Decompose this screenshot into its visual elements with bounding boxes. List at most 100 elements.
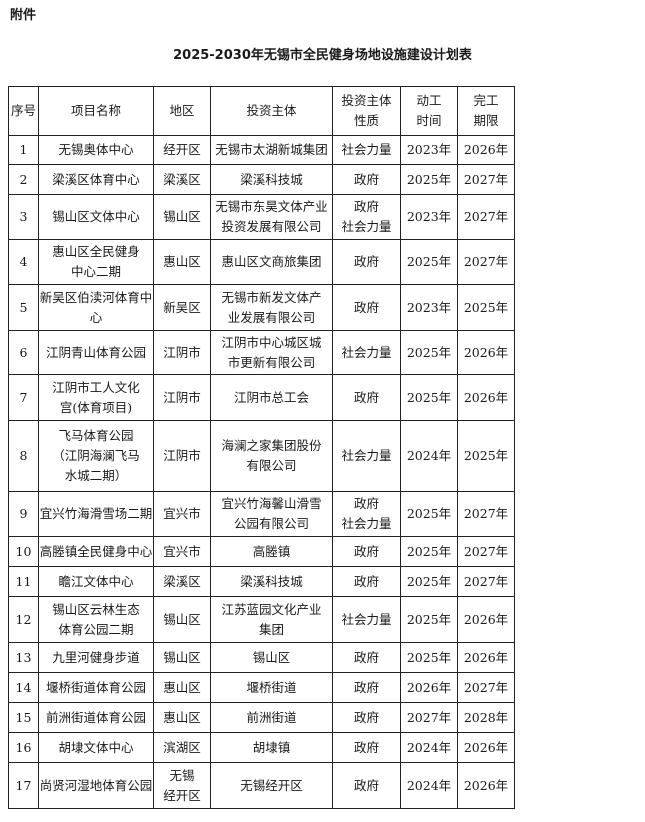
cell-index: 10	[8, 536, 39, 567]
cell-investor: 高塍镇	[210, 536, 333, 567]
cell-district: 锡山区	[153, 194, 211, 240]
cell-district: 新吴区	[153, 284, 211, 331]
cell-investor: 江苏蓝园文化产业 集团	[210, 596, 333, 643]
cell-district: 滨湖区	[153, 732, 211, 763]
table-row: 3 锡山区文体中心 锡山区 无锡市东昊文体产业 投资发展有限公司 政府 社会力量 2023…	[8, 194, 515, 240]
cell-investor-type: 社会力量	[332, 596, 401, 643]
table-row: 14 堰桥街道体育公园 惠山区 堰桥街道 政府 2026年 2027年	[8, 672, 515, 703]
table-row: 11 瞻江文体中心 梁溪区 梁溪科技城 政府 2025年 2027年	[8, 566, 515, 597]
attachment-label: 附件	[10, 8, 37, 23]
cell-investor: 胡埭镇	[210, 732, 333, 763]
cell-start-year: 2025年	[400, 596, 458, 643]
cell-start-year: 2027年	[400, 702, 458, 733]
cell-district: 无锡 经开区	[153, 762, 211, 809]
table-row: 16 胡埭文体中心 滨湖区 胡埭镇 政府 2024年 2026年	[8, 732, 515, 763]
cell-investor-type: 政府	[332, 702, 401, 733]
cell-index: 2	[8, 164, 39, 195]
cell-completion-year: 2026年	[457, 762, 515, 809]
table-row: 13 九里河健身步道 锡山区 锡山区 政府 2025年 2026年	[8, 642, 515, 673]
cell-district: 江阴市	[153, 374, 211, 421]
cell-completion-year: 2027年	[457, 672, 515, 703]
cell-start-year: 2025年	[400, 164, 458, 195]
cell-index: 16	[8, 732, 39, 763]
table-row: 9 宜兴竹海滑雪场二期 宜兴市 宜兴竹海馨山滑雪 公园有限公司 政府 社会力量 2025年…	[8, 491, 515, 537]
cell-project-name: 宜兴竹海滑雪场二期	[38, 491, 154, 537]
cell-completion-year: 2025年	[457, 420, 515, 492]
cell-investor: 宜兴竹海馨山滑雪 公园有限公司	[210, 491, 333, 537]
cell-investor-type: 政府	[332, 284, 401, 331]
table-header-row: 序号 项目名称 地区 投资主体 投资主体 性质 动工 时间 完工 期限	[8, 86, 515, 136]
cell-investor-type: 政府	[332, 374, 401, 421]
header-investor-type: 投资主体 性质	[332, 86, 401, 136]
cell-project-name: 锡山区云林生态 体育公园二期	[38, 596, 154, 643]
table-row: 10 高塍镇全民健身中心 宜兴市 高塍镇 政府 2025年 2027年	[8, 536, 515, 567]
cell-investor: 无锡市太湖新城集团	[210, 135, 333, 165]
cell-index: 13	[8, 642, 39, 673]
cell-start-year: 2025年	[400, 491, 458, 537]
cell-investor: 江阴市总工会	[210, 374, 333, 421]
cell-investor-type: 政府	[332, 642, 401, 673]
cell-index: 12	[8, 596, 39, 643]
cell-start-year: 2025年	[400, 330, 458, 375]
cell-start-year: 2026年	[400, 672, 458, 703]
cell-completion-year: 2026年	[457, 374, 515, 421]
cell-completion-year: 2027年	[457, 536, 515, 567]
cell-index: 9	[8, 491, 39, 537]
cell-investor-type: 社会力量	[332, 330, 401, 375]
cell-project-name: 惠山区全民健身 中心二期	[38, 239, 154, 285]
cell-project-name: 无锡奥体中心	[38, 135, 154, 165]
cell-project-name: 高塍镇全民健身中心	[38, 536, 154, 567]
cell-completion-year: 2027年	[457, 566, 515, 597]
cell-completion-year: 2028年	[457, 702, 515, 733]
cell-project-name: 江阴市工人文化 宫(体育项目)	[38, 374, 154, 421]
cell-completion-year: 2027年	[457, 239, 515, 285]
cell-investor: 梁溪科技城	[210, 566, 333, 597]
cell-completion-year: 2026年	[457, 596, 515, 643]
cell-index: 4	[8, 239, 39, 285]
cell-district: 惠山区	[153, 672, 211, 703]
cell-investor: 江阴市中心城区城 市更新有限公司	[210, 330, 333, 375]
cell-investor: 梁溪科技城	[210, 164, 333, 195]
header-district: 地区	[153, 86, 211, 136]
page-title: 2025-2030年无锡市全民健身场地设施建设计划表	[173, 48, 472, 63]
table-row: 8 飞马体育公园 （江阴海澜飞马 水城二期） 江阴市 海澜之家集团股份 有限公司 社会力…	[8, 420, 515, 492]
table-row: 17 尚贤河湿地体育公园 无锡 经开区 无锡经开区 政府 2024年 2026年	[8, 762, 515, 809]
cell-district: 江阴市	[153, 420, 211, 492]
cell-completion-year: 2027年	[457, 491, 515, 537]
cell-investor: 海澜之家集团股份 有限公司	[210, 420, 333, 492]
cell-investor-type: 政府	[332, 164, 401, 195]
cell-index: 1	[8, 135, 39, 165]
table-row: 2 梁溪区体育中心 梁溪区 梁溪科技城 政府 2025年 2027年	[8, 164, 515, 195]
cell-district: 锡山区	[153, 596, 211, 643]
cell-investor-type: 政府	[332, 536, 401, 567]
cell-completion-year: 2027年	[457, 164, 515, 195]
cell-investor: 惠山区文商旅集团	[210, 239, 333, 285]
cell-district: 宜兴市	[153, 491, 211, 537]
header-start-year: 动工 时间	[400, 86, 458, 136]
cell-investor-type: 政府	[332, 762, 401, 809]
cell-district: 江阴市	[153, 330, 211, 375]
cell-district: 惠山区	[153, 702, 211, 733]
cell-index: 7	[8, 374, 39, 421]
cell-project-name: 堰桥街道体育公园	[38, 672, 154, 703]
cell-investor-type: 政府	[332, 566, 401, 597]
cell-project-name: 九里河健身步道	[38, 642, 154, 673]
cell-investor-type: 政府	[332, 239, 401, 285]
cell-project-name: 前洲街道体育公园	[38, 702, 154, 733]
header-investor: 投资主体	[210, 86, 333, 136]
cell-index: 5	[8, 284, 39, 331]
cell-district: 经开区	[153, 135, 211, 165]
cell-completion-year: 2026年	[457, 330, 515, 375]
cell-investor: 无锡市新发文体产 业发展有限公司	[210, 284, 333, 331]
cell-index: 11	[8, 566, 39, 597]
cell-district: 宜兴市	[153, 536, 211, 567]
table-row: 12 锡山区云林生态 体育公园二期 锡山区 江苏蓝园文化产业 集团 社会力量 2025年 2…	[8, 596, 515, 643]
cell-start-year: 2025年	[400, 566, 458, 597]
cell-index: 3	[8, 194, 39, 240]
table-row: 1 无锡奥体中心 经开区 无锡市太湖新城集团 社会力量 2023年 2026年	[8, 135, 515, 165]
header-index: 序号	[8, 86, 39, 136]
cell-project-name: 江阴青山体育公园	[38, 330, 154, 375]
plan-table: 序号 项目名称 地区 投资主体 投资主体 性质 动工 时间 完工 期限 1 无锡奥体中心 经开区无…	[8, 86, 515, 809]
cell-index: 17	[8, 762, 39, 809]
cell-investor: 无锡市东昊文体产业 投资发展有限公司	[210, 194, 333, 240]
